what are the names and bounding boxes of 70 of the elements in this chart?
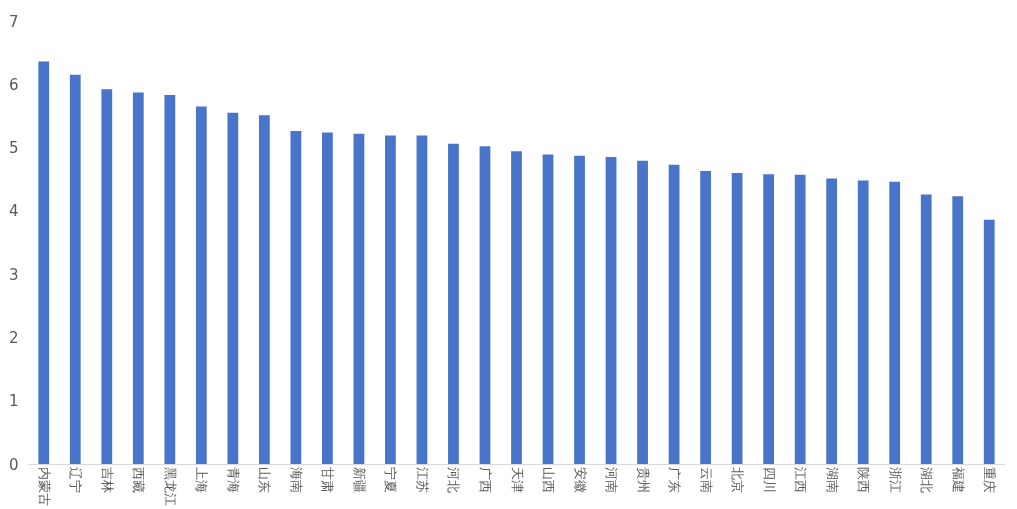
- x-tick-label: 河南: [604, 466, 620, 493]
- x-tick-label: 辽宁: [68, 466, 84, 493]
- x-tick-label: 贵州: [635, 466, 651, 493]
- y-tick-label: 5: [8, 139, 19, 158]
- bar: [416, 135, 428, 464]
- x-tick-label: 河北: [446, 466, 462, 493]
- x-tick-label: 湖南: [824, 466, 840, 493]
- x-tick-label: 四川: [761, 466, 777, 493]
- x-tick-label: 浙江: [887, 466, 903, 493]
- bar: [700, 170, 711, 464]
- x-tick-label: 内蒙古: [36, 466, 52, 506]
- bar: [69, 74, 81, 464]
- bar: [448, 143, 459, 464]
- bar: [132, 92, 144, 464]
- bar: [920, 194, 932, 464]
- x-tick-label: 湖北: [919, 466, 935, 493]
- bar: [605, 157, 617, 464]
- bar: [637, 160, 648, 464]
- bar: [385, 135, 396, 464]
- bar: [731, 172, 743, 464]
- y-tick-label: 7: [8, 12, 19, 31]
- x-tick-label: 宁夏: [383, 466, 399, 493]
- x-tick-label: 上海: [194, 466, 210, 493]
- x-tick-label: 海南: [288, 466, 304, 493]
- bar: [794, 174, 806, 464]
- x-tick-label: 甘肃: [320, 466, 336, 493]
- bar: [479, 146, 491, 464]
- x-tick-label: 安徽: [572, 466, 588, 493]
- bar: [983, 219, 995, 464]
- y-tick-label: 1: [8, 392, 19, 411]
- x-tick-label: 吉林: [99, 466, 115, 493]
- y-tick-label: 3: [8, 265, 19, 284]
- x-tick-label: 广西: [477, 466, 493, 493]
- x-tick-label: 陕西: [856, 466, 872, 493]
- y-tick-label: 0: [8, 455, 19, 474]
- x-tick-label: 江苏: [414, 466, 430, 493]
- x-tick-label: 新疆: [351, 466, 367, 493]
- x-tick-label: 云南: [698, 466, 714, 493]
- bar: [353, 133, 365, 464]
- bar: [101, 89, 113, 464]
- bar: [511, 151, 522, 464]
- bar: [826, 178, 838, 464]
- x-tick-label: 广东: [667, 466, 683, 493]
- y-tick-label: 6: [8, 75, 19, 94]
- x-tick-label: 山西: [541, 466, 557, 493]
- x-tick-label: 山东: [257, 466, 273, 493]
- x-tick-label: 福建: [950, 466, 966, 493]
- bar: [952, 196, 964, 464]
- bar: [38, 61, 50, 464]
- x-tick-label: 重庆: [982, 466, 998, 493]
- x-tick-label: 西藏: [131, 466, 147, 493]
- bar: [668, 164, 680, 464]
- bar: [322, 132, 333, 464]
- bar: [857, 180, 869, 464]
- bar: [290, 131, 302, 464]
- x-tick-label: 青海: [225, 466, 241, 493]
- x-tick-label: 江西: [793, 466, 809, 493]
- bar: [542, 154, 554, 464]
- bar: [574, 155, 585, 464]
- x-tick-label: 天津: [509, 466, 525, 493]
- y-tick-label: 4: [8, 202, 19, 221]
- bar: [195, 106, 207, 464]
- bar: [227, 112, 239, 464]
- bar: [258, 115, 270, 464]
- bar: [763, 174, 775, 464]
- x-tick-label: 北京: [730, 466, 746, 493]
- bar: [889, 181, 901, 464]
- y-tick-label: 2: [8, 328, 19, 347]
- x-tick-label: 黑龙江: [162, 466, 178, 506]
- bar: [164, 95, 176, 464]
